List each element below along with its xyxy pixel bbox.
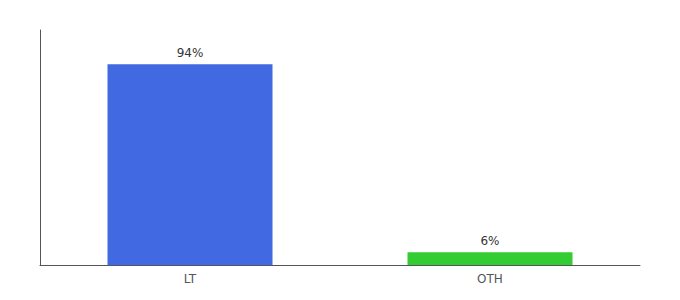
svg-text:LT: LT bbox=[184, 272, 197, 286]
svg-text:6%: 6% bbox=[480, 234, 499, 248]
svg-text:94%: 94% bbox=[177, 46, 204, 60]
svg-text:OTH: OTH bbox=[477, 272, 503, 286]
